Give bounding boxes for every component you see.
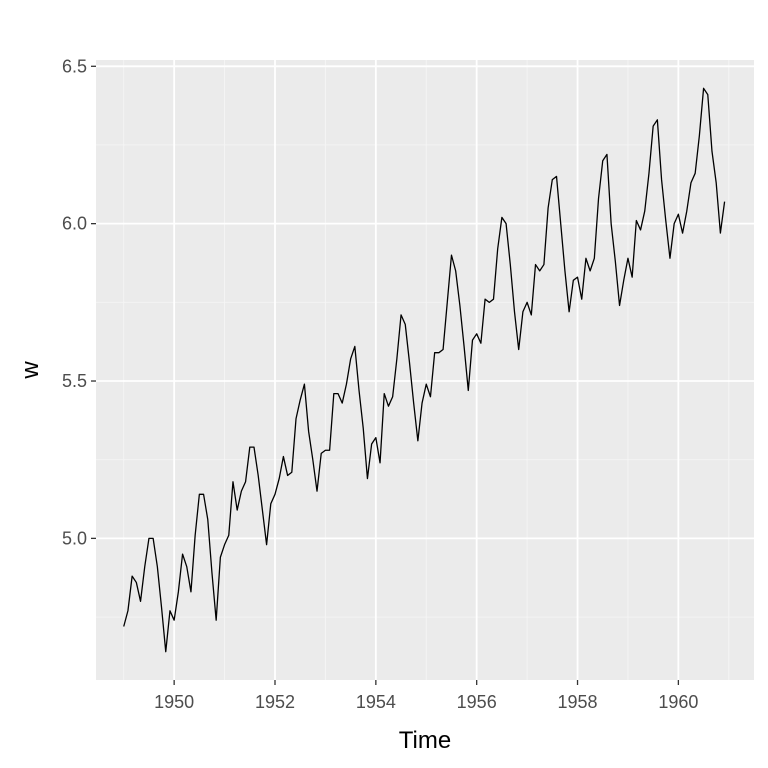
x-tick-label: 1960 [658,692,698,712]
y-tick-label: 5.5 [62,371,87,391]
x-tick-label: 1958 [558,692,598,712]
y-axis-ticks: 5.0 5.5 6.0 6.5 [62,56,96,548]
series-line [123,87,726,653]
plot-panel [96,60,754,680]
x-axis-title: Time [399,727,451,754]
x-tick-label: 1950 [154,692,194,712]
y-tick-label: 5.0 [62,528,87,548]
major-grid [96,60,754,680]
y-tick-label: 6.5 [62,56,87,76]
x-axis-ticks: 1950 1952 1954 1956 1958 1960 [154,680,698,712]
x-tick-label: 1954 [356,692,396,712]
y-axis-title: w [17,361,44,380]
x-tick-label: 1956 [457,692,497,712]
x-tick-label: 1952 [255,692,295,712]
y-tick-label: 6.0 [62,214,87,234]
minor-grid [96,60,754,680]
